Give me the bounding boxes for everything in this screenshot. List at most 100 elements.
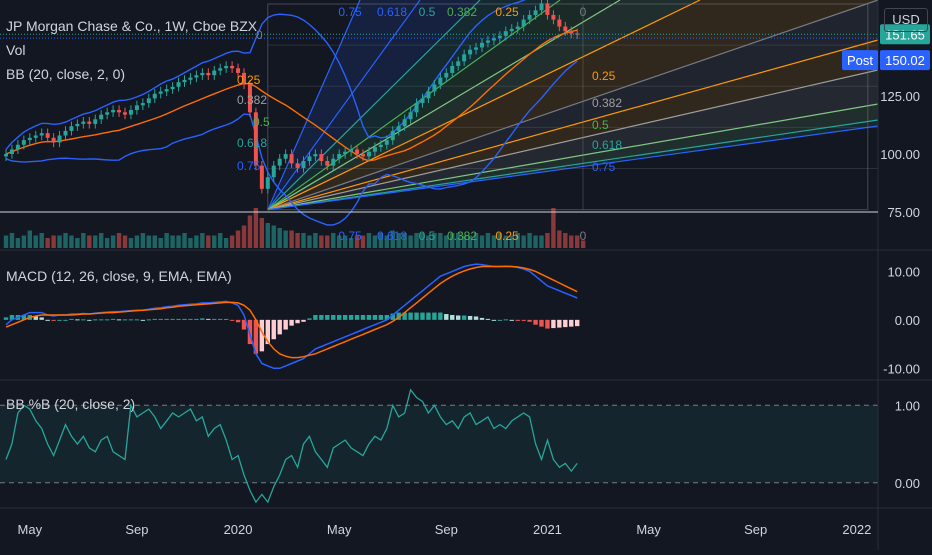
- candle-body: [491, 38, 496, 41]
- bbpb-band-fill: [0, 405, 878, 483]
- macd-histogram-bar: [461, 315, 467, 320]
- symbol-title[interactable]: JP Morgan Chase & Co., 1W, Cboe BZX: [6, 18, 258, 34]
- macd-histogram-bar: [218, 318, 223, 320]
- macd-histogram-bar: [283, 319, 288, 330]
- volume-bar: [426, 235, 431, 248]
- volume-bar: [271, 225, 276, 248]
- volume-bar: [277, 228, 282, 248]
- candle-body: [146, 98, 151, 104]
- bbpb-line: [5, 388, 578, 504]
- volume-bar: [146, 235, 151, 248]
- macd-histogram-bar: [575, 319, 580, 327]
- candle-body: [569, 31, 574, 34]
- volume-bar: [134, 235, 140, 248]
- volume-bar: [218, 233, 223, 248]
- macd-histogram-bar: [212, 318, 217, 320]
- candle-body: [444, 72, 449, 78]
- candle-body: [81, 121, 86, 124]
- macd-histogram-bar: [277, 319, 282, 335]
- volume-bar: [557, 230, 562, 248]
- candle-body: [253, 112, 258, 166]
- last-price-badge: [880, 24, 930, 45]
- price-tick-label: 75.00: [887, 205, 920, 220]
- macd-histogram-bar: [432, 312, 437, 320]
- candle-body: [468, 49, 473, 55]
- candle-body: [485, 40, 490, 43]
- candle-body: [277, 158, 282, 166]
- candle-body: [337, 154, 342, 159]
- bbpb-legend[interactable]: BB %B (20, close, 2): [6, 396, 136, 412]
- candle-body: [432, 84, 437, 92]
- bb-basis-line: [5, 29, 578, 162]
- macd-histogram-bar: [104, 319, 110, 321]
- candle-body: [170, 86, 175, 90]
- candle-body: [265, 177, 270, 189]
- bb-legend[interactable]: BB (20, close, 2, 0): [6, 66, 126, 82]
- candle-body: [319, 154, 324, 161]
- macd-histogram-bar: [348, 315, 354, 320]
- volume-bar: [104, 238, 110, 248]
- candle-body: [188, 77, 193, 80]
- macd-histogram-bar: [57, 319, 62, 321]
- macd-histogram-bar: [99, 319, 104, 321]
- macd-histogram-bar: [140, 319, 146, 321]
- time-tick-label: May: [636, 522, 661, 537]
- macd-histogram-bar: [456, 315, 461, 320]
- volume-bar: [295, 233, 300, 248]
- volume-bar: [283, 230, 288, 248]
- price-tick-label: 100.00: [880, 147, 920, 162]
- volume-bar: [432, 233, 437, 248]
- macd-tick-label: -10.00: [883, 361, 920, 376]
- currency-button[interactable]: USD: [884, 8, 928, 32]
- macd-histogram-bar: [200, 318, 205, 320]
- fib-level-label: 0.25: [237, 73, 261, 87]
- volume-bar: [467, 235, 473, 248]
- candle-body: [247, 84, 252, 113]
- candle-body: [271, 165, 276, 178]
- candle-body: [51, 137, 56, 143]
- fib-level-label: 0.382: [447, 5, 477, 19]
- macd-histogram-bar: [271, 319, 276, 340]
- volume-bar: [408, 235, 413, 248]
- volume-legend[interactable]: Vol: [6, 42, 26, 58]
- macd-histogram-bar: [223, 318, 229, 320]
- candle-body: [45, 133, 50, 138]
- candle-body: [355, 149, 360, 155]
- fib-fan-line: [267, 0, 481, 211]
- fib-fan-line: [267, 69, 879, 211]
- volume-bar: [420, 233, 425, 248]
- macd-histogram-bar: [63, 319, 68, 321]
- volume-bar: [259, 218, 265, 248]
- macd-histogram-bar: [295, 319, 300, 324]
- macd-histogram-bar: [9, 315, 15, 320]
- candle-body: [158, 91, 163, 94]
- macd-histogram-bar: [354, 315, 360, 320]
- volume-bar: [164, 233, 169, 248]
- volume-bar: [39, 233, 44, 248]
- volume-bar: [140, 233, 146, 248]
- macd-tick-label: 0.00: [895, 313, 920, 328]
- volume-bar: [301, 233, 306, 248]
- candle-body: [402, 119, 407, 127]
- macd-histogram-bar: [194, 318, 199, 320]
- volume-bar: [194, 235, 199, 248]
- macd-legend[interactable]: MACD (12, 26, close, 9, EMA, EMA): [6, 268, 232, 284]
- macd-histogram-bar: [206, 318, 211, 320]
- macd-histogram-bar: [325, 315, 330, 320]
- volume-bar: [15, 238, 21, 248]
- candle-body: [15, 144, 20, 150]
- fib-level-label: 0.618: [592, 138, 622, 152]
- candle-body: [218, 68, 223, 71]
- volume-bar: [325, 235, 330, 248]
- post-price-badge: [880, 50, 930, 71]
- candle-body: [313, 154, 318, 157]
- macd-histogram-bar: [307, 318, 312, 320]
- fib-level-label: 0.382: [237, 93, 267, 107]
- macd-histogram-bar: [188, 318, 193, 320]
- candle-body: [539, 3, 544, 11]
- candle-body: [301, 161, 306, 168]
- time-tick-label: 2020: [224, 522, 253, 537]
- time-tick-label: May: [18, 522, 43, 537]
- macd-histogram-bar: [414, 312, 419, 320]
